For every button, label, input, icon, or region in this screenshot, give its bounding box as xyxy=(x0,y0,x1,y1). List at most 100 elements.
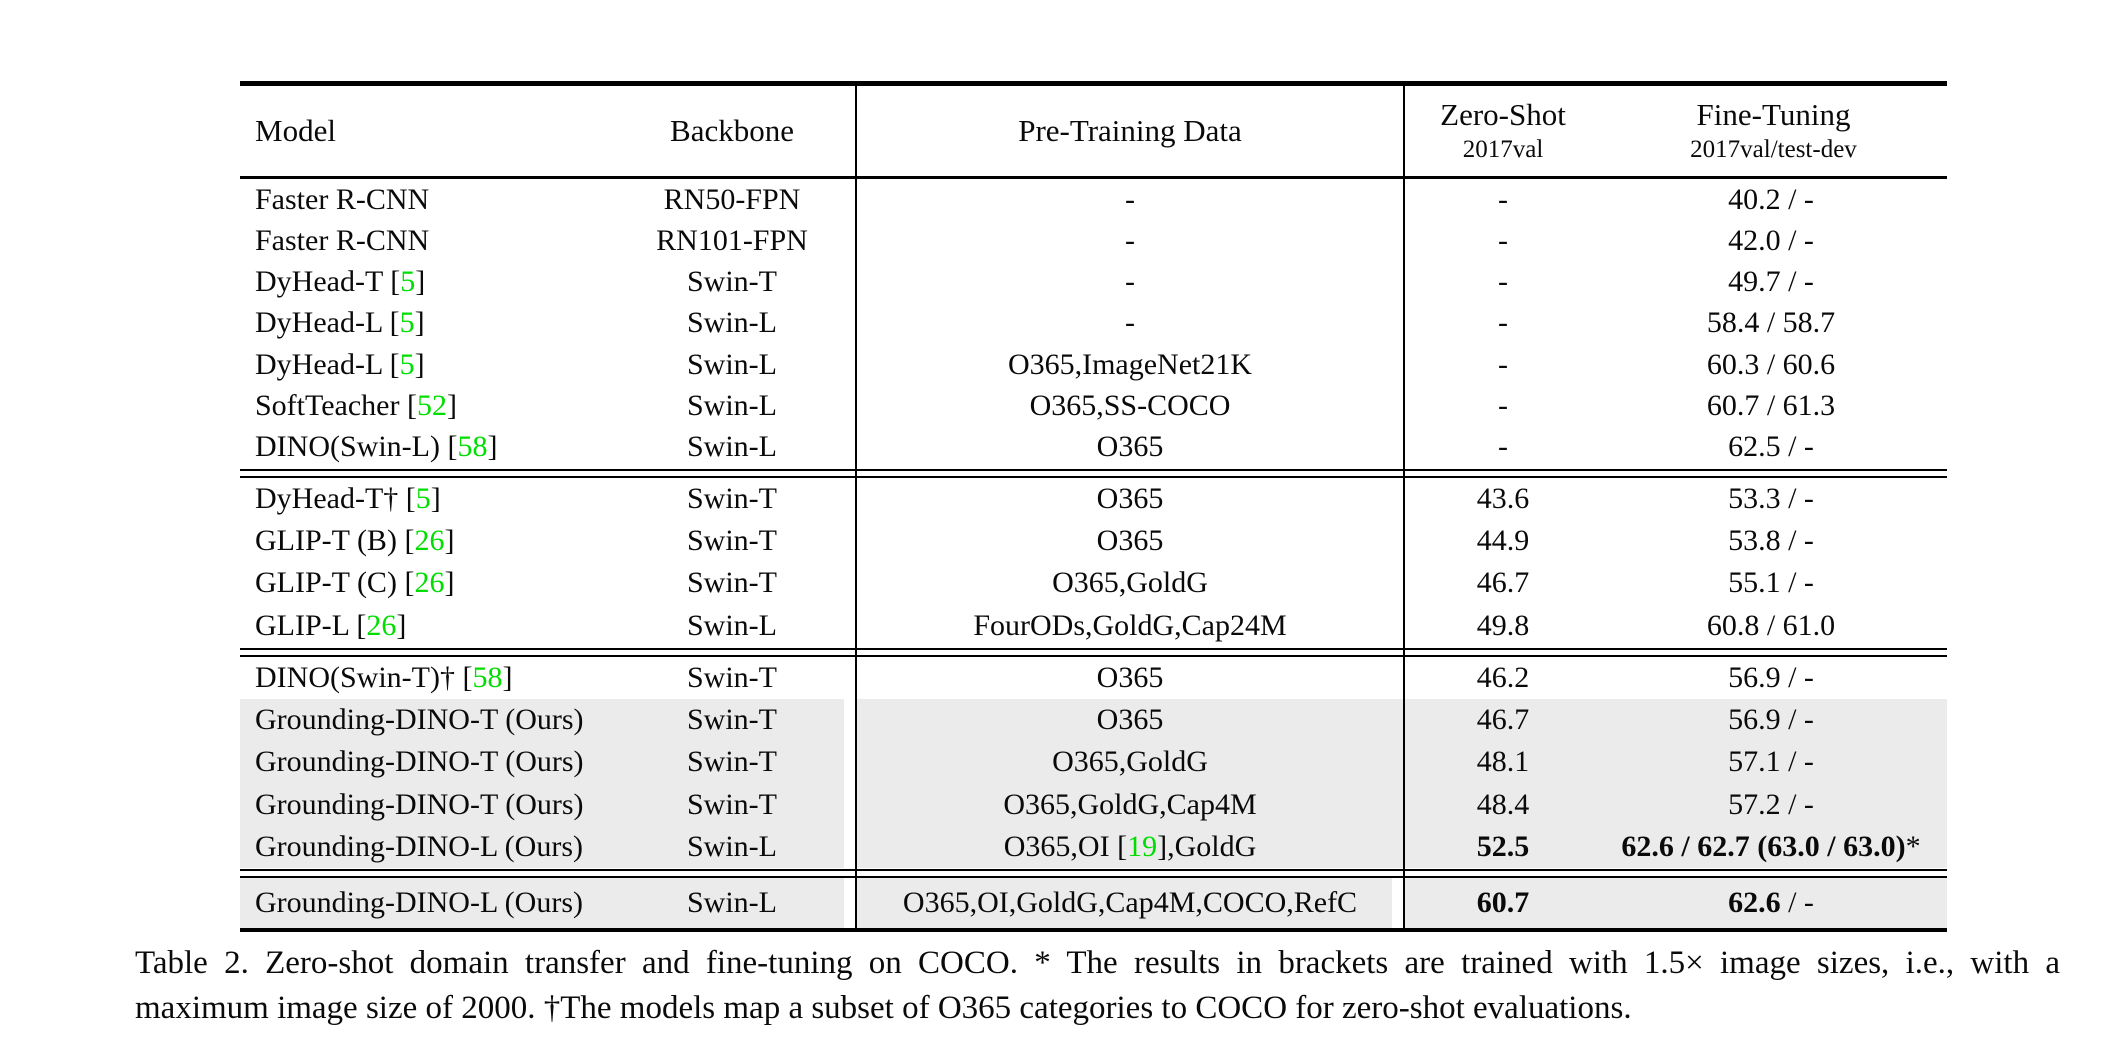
column-header-zero-shot: Zero-Shot 2017val xyxy=(1406,86,1600,176)
cell-text: DyHead-L xyxy=(255,347,390,381)
cell-text: 60.7 / 61.3 xyxy=(1706,388,1836,422)
model-cell: GLIP-T (C) [26] xyxy=(255,566,455,600)
zeroshot-cell: - xyxy=(1406,220,1600,261)
model-cell: DyHead-L [5] xyxy=(255,347,425,381)
citation-link[interactable]: 58 xyxy=(457,430,488,464)
finetune-cell: 60.8 / 61.0 xyxy=(1595,605,1947,647)
cell-text: 56.9 / - xyxy=(1728,661,1814,694)
citation-link[interactable]: 26 xyxy=(366,608,397,642)
finetune-cell: 62.6 / 62.7 (63.0 / 63.0)* xyxy=(1595,826,1947,868)
model-cell: Grounding-DINO-T (Ours) xyxy=(255,784,835,826)
zeroshot-cell: 46.2 xyxy=(1406,657,1600,699)
backbone-cell: RN50-FPN xyxy=(620,179,844,220)
model-cell: Grounding-DINO-T (Ours) xyxy=(255,699,835,741)
pretrain-cell: FourODs,GoldG,Cap24M xyxy=(857,605,1403,647)
cell-text: DyHead-L xyxy=(255,306,390,340)
model-cell: DyHead-T† [5] xyxy=(255,482,441,515)
citation-link[interactable]: 19 xyxy=(1127,829,1158,863)
column-header-fine-tuning: Fine-Tuning 2017val/test-dev xyxy=(1600,86,1947,176)
finetune-cell: 57.1 / - xyxy=(1595,741,1947,783)
finetune-cell: 56.9 / - xyxy=(1595,657,1947,699)
cell-text: 52.5 xyxy=(1476,829,1530,863)
cell-text: Swin-L xyxy=(687,829,777,863)
citation-link[interactable]: 5 xyxy=(415,482,431,515)
pretrain-cell: O365,OI,GoldG,Cap4M,COCO,RefC xyxy=(857,878,1403,928)
pretrain-cell: O365,ImageNet21K xyxy=(857,344,1403,385)
cell-text: 57.1 / - xyxy=(1728,745,1814,779)
model-cell: Grounding-DINO-T (Ours) xyxy=(255,741,835,783)
citation-link[interactable]: 5 xyxy=(400,265,416,299)
zeroshot-cell: 52.5 xyxy=(1406,826,1600,868)
cell-text: 46.2 xyxy=(1476,661,1530,694)
pretrain-cell: O365,GoldG,Cap4M xyxy=(857,784,1403,826)
citation-link[interactable]: 26 xyxy=(414,524,445,558)
citation-link[interactable]: 5 xyxy=(399,306,415,340)
cell-text: 58.4 / 58.7 xyxy=(1706,306,1836,340)
row-highlight xyxy=(857,741,1947,784)
model-cell: DyHead-T [5] xyxy=(255,265,426,299)
citation-link[interactable]: 5 xyxy=(399,347,415,381)
group-separator-rule xyxy=(240,654,1947,657)
cell-text: 62.5 / - xyxy=(1728,430,1814,464)
cell-text: Faster R-CNN xyxy=(255,182,430,216)
pretrain-cell: O365,SS-COCO xyxy=(857,385,1403,426)
cell-text: Faster R-CNN xyxy=(255,223,430,257)
finetune-cell: 53.3 / - xyxy=(1595,478,1947,520)
cell-text: 57.2 / - xyxy=(1728,787,1814,821)
model-cell: DINO(Swin-L) [58] xyxy=(255,430,498,464)
zeroshot-cell: - xyxy=(1406,385,1600,426)
table-row: GLIP-T (C) [26] Swin-T O365,GoldG 46.7 55.1 … xyxy=(240,562,1947,604)
cell-text: RN50-FPN xyxy=(663,182,801,216)
cell-text: Swin-L xyxy=(687,608,777,642)
zero-shot-title: Zero-Shot xyxy=(1440,96,1566,132)
fine-tuning-subtitle: 2017val/test-dev xyxy=(1690,135,1857,163)
row-highlight xyxy=(240,699,844,742)
cell-text: Swin-T xyxy=(687,482,777,515)
row-highlight xyxy=(240,825,844,868)
cell-text: / - xyxy=(1780,886,1814,919)
citation-link[interactable]: 26 xyxy=(414,566,445,600)
cell-text: 49.7 / - xyxy=(1728,265,1814,299)
citation-link[interactable]: 58 xyxy=(472,661,503,694)
zeroshot-cell: 44.9 xyxy=(1406,520,1600,562)
row-highlight xyxy=(240,783,844,826)
cell-text: 48.4 xyxy=(1476,787,1530,821)
cell-text: 46.7 xyxy=(1476,566,1530,600)
cell-text: 43.6 xyxy=(1476,482,1530,515)
finetune-cell: 60.7 / 61.3 xyxy=(1595,385,1947,426)
finetune-cell: 53.8 / - xyxy=(1595,520,1947,562)
cell-text: 53.8 / - xyxy=(1728,524,1814,558)
cell-text: DyHead-T† xyxy=(255,482,406,515)
cell-text: Swin-T xyxy=(687,703,777,737)
table-group-zeroshot-baselines: DyHead-T† [5] Swin-T O365 43.6 53.3 / - GLIP-… xyxy=(240,478,1947,647)
citation-link[interactable]: 52 xyxy=(417,388,447,422)
table-row: GLIP-T (B) [26] Swin-T O365 44.9 53.8 / - xyxy=(240,520,1947,562)
pretrain-cell: - xyxy=(857,261,1403,302)
results-table: Model Backbone Pre-Training Data Zero-Sh… xyxy=(240,81,1947,932)
cell-text: 49.8 xyxy=(1476,608,1530,642)
cell-text: Swin-L xyxy=(687,388,777,422)
model-cell: DINO(Swin-T)† [58] xyxy=(255,661,513,694)
backbone-cell: Swin-T xyxy=(620,478,844,520)
model-cell: SoftTeacher [52] xyxy=(255,388,457,422)
table-row: DyHead-L [5] Swin-L O365,ImageNet21K - 60.3 … xyxy=(240,344,1947,385)
table-row: Faster R-CNN RN101-FPN - - 42.0 / - xyxy=(240,220,1947,261)
table-bottom-rule xyxy=(240,927,1947,932)
cell-text: - xyxy=(1498,182,1508,216)
cell-text: Swin-L xyxy=(687,886,777,919)
table-group-grounding-dino: DINO(Swin-T)† [58] Swin-T O365 46.2 56.9 / -… xyxy=(240,657,1947,868)
column-divider-rule xyxy=(855,85,858,928)
cell-text: GLIP-L xyxy=(255,608,357,642)
finetune-cell: 42.0 / - xyxy=(1595,220,1947,261)
pretrain-cell: O365 xyxy=(857,699,1403,741)
column-header-backbone: Backbone xyxy=(670,112,794,148)
cell-text: - xyxy=(1125,182,1135,216)
model-cell: GLIP-T (B) [26] xyxy=(255,524,455,558)
zeroshot-cell: 46.7 xyxy=(1406,699,1600,741)
cell-text: 46.7 xyxy=(1476,703,1530,737)
cell-text: * xyxy=(1905,829,1921,863)
pretrain-cell: O365,GoldG xyxy=(857,741,1403,783)
cell-text: O365,OI xyxy=(1003,829,1118,863)
table-header-row: Model Backbone Pre-Training Data Zero-Sh… xyxy=(240,86,1947,176)
